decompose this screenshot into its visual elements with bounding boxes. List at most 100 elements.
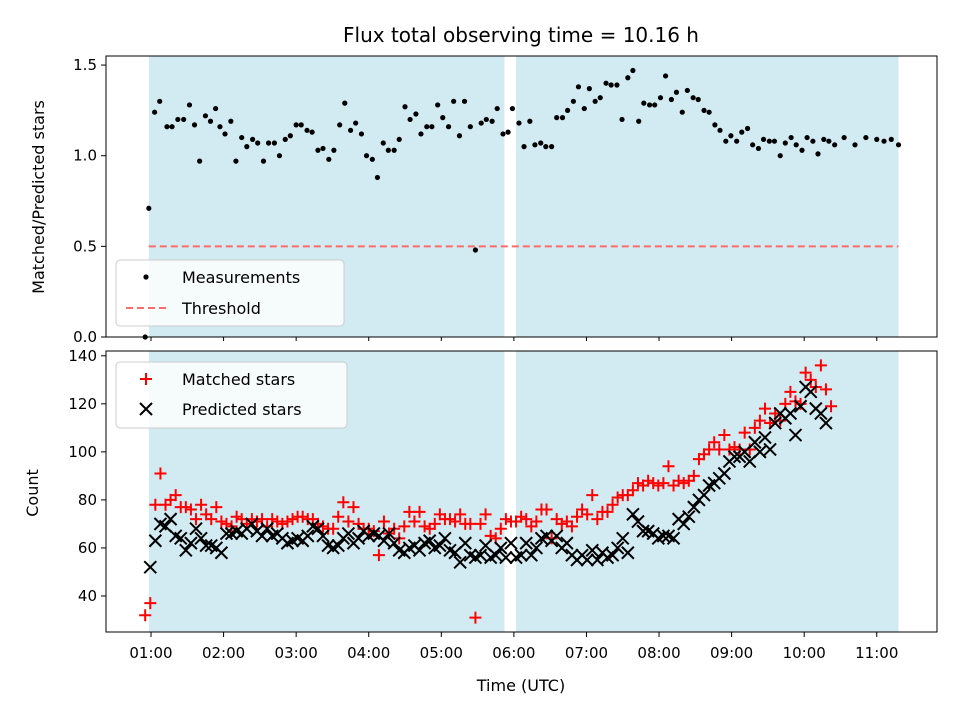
predicted-point-15 [219,526,234,541]
measurement-point-35 [331,147,337,153]
measurement-point-127 [832,142,838,148]
measurement-point-55 [440,115,446,121]
measurement-point-72 [532,142,538,148]
predicted-point-39 [341,526,356,541]
measurement-point-41 [363,153,370,159]
measurement-point-81 [581,105,587,112]
measurement-point-57 [451,98,457,104]
predicted-point-95 [626,507,640,522]
measurement-point-126 [826,138,832,144]
measurement-point-65 [494,105,500,112]
measurement-point-6 [175,116,181,123]
measurement-point-90 [630,67,636,74]
matched-point-112 [708,436,721,449]
measurement-point-75 [549,144,555,150]
measurement-point-38 [347,127,354,133]
predicted-point-73 [514,548,528,562]
measurement-point-60 [467,124,473,130]
matched-point-77 [530,515,543,528]
measurement-point-53 [429,124,435,130]
measurement-point-91 [636,118,642,124]
measurement-point-2 [152,109,158,115]
matched-point-88 [586,489,599,502]
predicted-point-92 [610,541,625,555]
measurement-point-130 [863,134,869,141]
measurement-point-134 [895,142,902,148]
matched-point-92 [606,498,619,511]
matched-point-0 [139,609,152,622]
measurement-point-73 [538,140,544,146]
matched-point-82 [555,517,568,530]
matched-point-135 [825,400,838,413]
matched-point-26 [271,515,284,528]
bottom-x-tick-label-4: 05:00 [420,644,463,662]
measurement-point-50 [413,111,419,117]
bottom-x-tick-label-9: 10:00 [783,644,826,662]
predicted-point-88 [590,553,605,567]
matched-point-133 [814,359,827,372]
predicted-point-46 [377,534,391,548]
bottom-x-tick-label-5: 06:00 [492,644,535,662]
predicted-point-97 [636,524,650,538]
measurement-point-49 [407,116,413,123]
legend-measurements-marker [143,274,149,280]
predicted-point-121 [758,430,772,445]
measurement-point-131 [874,136,880,142]
predicted-point-128 [793,399,808,413]
matched-point-65 [469,611,482,624]
matched-point-39 [337,496,350,509]
bottom-y-axis-label: Count [23,469,42,517]
bottom-x-tick-label-7: 08:00 [637,644,680,662]
predicted-point-126 [783,406,798,421]
predicted-point-132 [814,406,828,421]
matched-point-130 [799,366,812,379]
measurement-point-22 [260,158,267,164]
measurement-point-123 [810,138,816,144]
legend-predicted-marker [139,402,153,416]
predicted-point-57 [433,538,447,553]
legend-matched-label: Matched stars [182,370,295,389]
predicted-point-37 [331,538,345,553]
predicted-point-22 [255,529,269,543]
predicted-point-33 [311,522,325,536]
predicted-point-94 [621,546,635,560]
measurement-point-64 [489,118,495,124]
measurement-point-118 [782,140,788,146]
measurement-point-18 [239,134,245,141]
measurement-point-42 [369,156,375,162]
measurement-point-99 [679,109,685,115]
bottom-y-tick-label-1: 60 [78,539,97,557]
predicted-point-86 [580,553,594,567]
measurement-point-8 [186,102,193,108]
matched-point-64 [464,517,477,530]
measurement-point-87 [614,82,620,88]
measurement-point-98 [673,89,680,95]
measurement-point-103 [701,107,707,113]
predicted-point-82 [560,536,574,550]
predicted-point-58 [438,531,452,546]
measurement-point-97 [668,96,674,103]
measurement-point-54 [435,102,441,108]
top-panel: 0.0 0.5 1.0 1.5 [73,55,938,346]
matched-point-114 [718,429,731,442]
measurement-point-12 [207,118,214,124]
top-y-tick-label-2: 1.0 [73,147,97,165]
matched-point-115 [723,443,736,456]
measurement-point-121 [799,147,805,153]
top-axes-frame [105,55,938,338]
measurement-point-37 [342,100,348,106]
measurement-point-13 [212,105,219,112]
matched-point-66 [474,517,487,530]
predicted-point-23 [260,522,274,536]
predicted-point-91 [605,548,620,562]
predicted-point-105 [677,517,691,531]
matched-point-103 [662,460,675,473]
predicted-point-9 [189,522,203,536]
measurement-point-66 [500,131,506,137]
predicted-point-55 [422,534,437,548]
predicted-point-133 [819,416,833,430]
measurement-point-94 [652,102,658,108]
measurement-point-84 [597,95,603,101]
matched-point-54 [413,505,426,518]
predicted-point-10 [194,531,208,546]
